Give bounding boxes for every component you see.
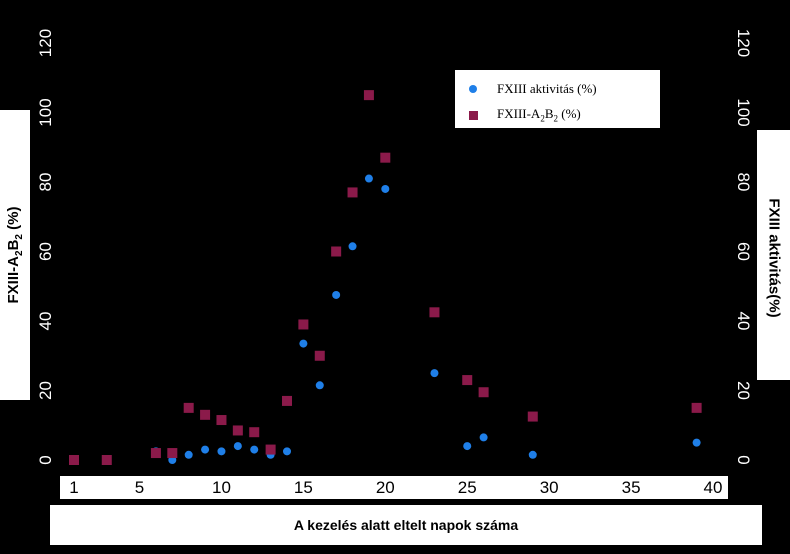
a2b2-point [265,444,276,455]
a2b2-point [363,90,374,101]
activity-point [250,445,259,454]
x-tick-label: 40 [704,478,723,497]
x-tick-label: 15 [294,478,313,497]
x-tick-label: 20 [376,478,395,497]
a2b2-point [101,455,112,465]
activity-point [184,450,193,459]
a2b2-point [183,402,194,413]
a2b2-point [167,448,178,459]
activity-point [692,438,701,447]
left-y-tick-label: 80 [36,173,55,192]
left-y-tick-label: 20 [36,381,55,400]
right-y-tick-label: 80 [734,173,753,192]
legend: FXIII aktivitás (%) FXIII-A2B2 (%) [455,70,660,128]
a2b2-point [216,415,227,426]
x-tick-label: 35 [622,478,641,497]
activity-point [299,339,308,348]
left-y-tick-label: 100 [36,98,55,126]
legend-label-a2b2: FXIII-A2B2 (%) [497,106,581,124]
activity-point [430,369,439,378]
x-tick-label: 10 [212,478,231,497]
a2b2-point [691,402,702,413]
activity-point [381,184,390,193]
activity-point [233,442,242,451]
a2b2-point [232,425,243,436]
activity-point [364,174,373,183]
a2b2-point [331,246,342,257]
a2b2-point [298,319,309,330]
activity-point [315,381,324,390]
circle-marker-icon [469,85,477,93]
left-y-tick-label: 60 [36,242,55,261]
a2b2-point [527,411,538,422]
a2b2-point [429,307,440,318]
activity-point [463,442,472,451]
right-y-tick-label: 60 [734,242,753,261]
left-y-tick-label: 120 [36,29,55,57]
a2b2-point [200,409,211,420]
left-ylabel-box [0,110,30,400]
right-y-tick-label: 20 [734,381,753,400]
legend-item-a2b2: FXIII-A2B2 (%) [463,105,581,125]
square-marker-icon [468,110,478,120]
legend-label-activity: FXIII aktivitás (%) [497,81,597,96]
right-ylabel-box [757,130,790,380]
x-tick-band [60,476,728,499]
data-points [69,90,702,465]
a2b2-point [249,427,260,438]
activity-point [283,447,291,456]
a2b2-point [314,350,325,361]
activity-point [332,290,341,299]
a2b2-point [150,448,161,459]
a2b2-point [478,387,489,398]
right-y-tick-label: 40 [734,312,753,331]
a2b2-point [282,395,292,406]
a2b2-point [69,455,79,465]
activity-point [201,445,210,454]
right-y-tick-label: 0 [734,455,753,464]
left-y-tick-label: 40 [36,312,55,331]
right-y-tick-label: 120 [734,29,753,57]
activity-point [348,242,357,251]
activity-point [479,433,488,442]
x-tick-label: 30 [540,478,559,497]
x-tick-label: 1 [69,478,78,497]
right-y-tick-label: 100 [734,98,753,126]
activity-point [528,450,537,459]
left-y-ticks: 0 20 40 60 80 100 120 [36,29,55,465]
activity-point [217,447,226,456]
a2b2-point [347,187,358,198]
x-ticks: 1 5 10 15 20 25 30 35 40 [69,478,722,497]
left-y-tick-label: 0 [36,455,55,464]
a2b2-point [380,152,391,163]
x-tick-label: 5 [135,478,144,497]
x-tick-label: 25 [458,478,477,497]
a2b2-point [462,375,473,386]
legend-item-activity: FXIII aktivitás (%) [463,79,597,99]
right-y-ticks: 0 20 40 60 80 100 120 [734,29,753,465]
x-axis-label: A kezelés alatt eltelt napok száma [50,505,762,545]
